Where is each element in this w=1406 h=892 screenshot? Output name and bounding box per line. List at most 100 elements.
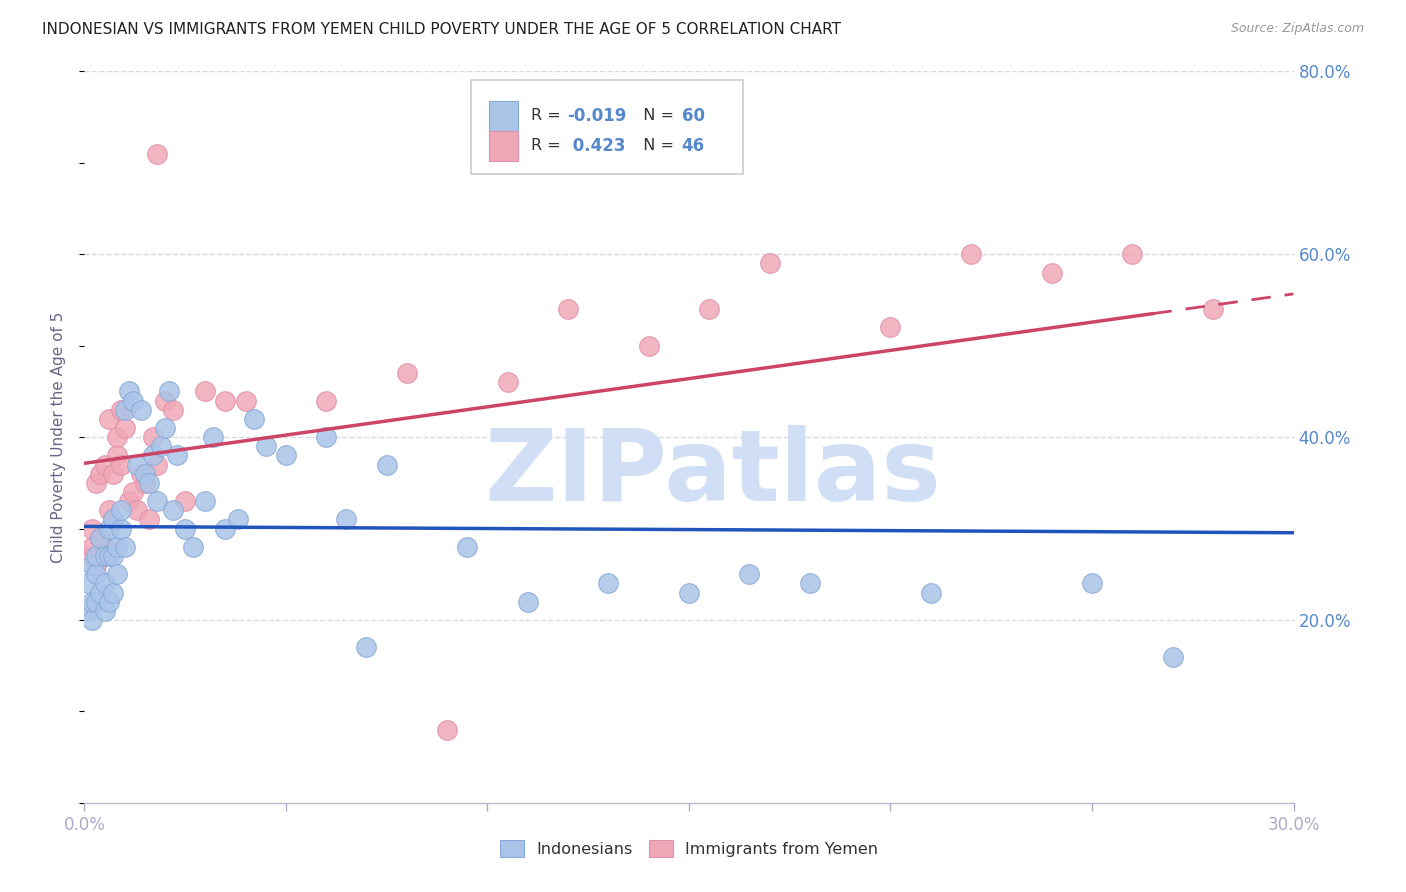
Point	[125, 458, 148, 472]
Point	[101, 549, 124, 563]
Point	[97, 521, 120, 535]
Point	[105, 567, 128, 582]
Point	[214, 393, 236, 408]
Point	[82, 613, 104, 627]
Point	[738, 567, 761, 582]
Point	[274, 448, 297, 462]
Point	[129, 402, 152, 417]
Point	[110, 458, 132, 472]
Point	[86, 567, 108, 582]
Text: R =: R =	[530, 138, 565, 153]
Text: 46: 46	[682, 137, 704, 155]
Point	[89, 531, 111, 545]
Point	[97, 503, 120, 517]
Text: 0.423: 0.423	[567, 137, 626, 155]
Point	[181, 540, 204, 554]
Point	[456, 540, 478, 554]
Point	[82, 540, 104, 554]
Point	[121, 393, 143, 408]
Point	[77, 604, 100, 618]
Point	[162, 503, 184, 517]
Point	[637, 338, 659, 352]
Text: Source: ZipAtlas.com: Source: ZipAtlas.com	[1230, 22, 1364, 36]
Point	[93, 458, 115, 472]
Point	[101, 585, 124, 599]
Point	[97, 549, 120, 563]
Point	[105, 540, 128, 554]
Point	[138, 475, 160, 490]
Point	[77, 576, 100, 591]
Point	[129, 467, 152, 481]
Point	[166, 448, 188, 462]
Point	[153, 393, 176, 408]
Point	[174, 494, 197, 508]
Point	[758, 256, 780, 270]
Text: R =: R =	[530, 109, 565, 123]
Point	[697, 301, 720, 317]
Point	[114, 540, 136, 554]
Point	[315, 393, 337, 408]
Text: INDONESIAN VS IMMIGRANTS FROM YEMEN CHILD POVERTY UNDER THE AGE OF 5 CORRELATION: INDONESIAN VS IMMIGRANTS FROM YEMEN CHIL…	[42, 22, 841, 37]
Point	[89, 531, 111, 545]
FancyBboxPatch shape	[471, 80, 744, 174]
Point	[93, 604, 115, 618]
Point	[82, 594, 104, 608]
Point	[146, 494, 169, 508]
Point	[138, 512, 160, 526]
Point	[93, 540, 115, 554]
Point	[101, 512, 124, 526]
Point	[214, 521, 236, 535]
Point	[678, 585, 700, 599]
Point	[121, 485, 143, 500]
Point	[105, 448, 128, 462]
Point	[105, 430, 128, 444]
Point	[86, 475, 108, 490]
Point	[235, 393, 257, 408]
Point	[77, 549, 100, 563]
Point	[1161, 649, 1184, 664]
Text: -0.019: -0.019	[567, 107, 626, 125]
Point	[879, 320, 901, 334]
Point	[89, 585, 111, 599]
Point	[242, 412, 264, 426]
Text: 60: 60	[682, 107, 704, 125]
Point	[202, 430, 225, 444]
Point	[315, 430, 337, 444]
Point	[162, 402, 184, 417]
Point	[194, 494, 217, 508]
Point	[114, 402, 136, 417]
Point	[496, 375, 519, 389]
Point	[110, 521, 132, 535]
Bar	[489, 130, 519, 161]
Text: ZIPatlas: ZIPatlas	[485, 425, 942, 522]
Point	[254, 439, 277, 453]
Point	[134, 475, 156, 490]
Point	[86, 594, 108, 608]
Point	[799, 576, 821, 591]
Point	[356, 640, 378, 655]
Point	[395, 366, 418, 380]
Text: N =: N =	[633, 109, 679, 123]
Point	[82, 558, 104, 573]
Point	[960, 247, 983, 261]
Point	[97, 412, 120, 426]
Point	[1081, 576, 1104, 591]
Point	[86, 549, 108, 563]
Point	[125, 503, 148, 517]
Point	[146, 458, 169, 472]
Point	[1121, 247, 1143, 261]
Point	[110, 503, 132, 517]
Point	[920, 585, 942, 599]
Point	[1040, 266, 1063, 280]
Point	[1202, 301, 1225, 317]
Legend: Indonesians, Immigrants from Yemen: Indonesians, Immigrants from Yemen	[499, 840, 879, 857]
Point	[118, 494, 141, 508]
Point	[86, 558, 108, 573]
Point	[174, 521, 197, 535]
Point	[557, 301, 579, 317]
Y-axis label: Child Poverty Under the Age of 5: Child Poverty Under the Age of 5	[51, 311, 66, 563]
Point	[516, 594, 538, 608]
Point	[93, 549, 115, 563]
Point	[149, 439, 172, 453]
Point	[335, 512, 357, 526]
